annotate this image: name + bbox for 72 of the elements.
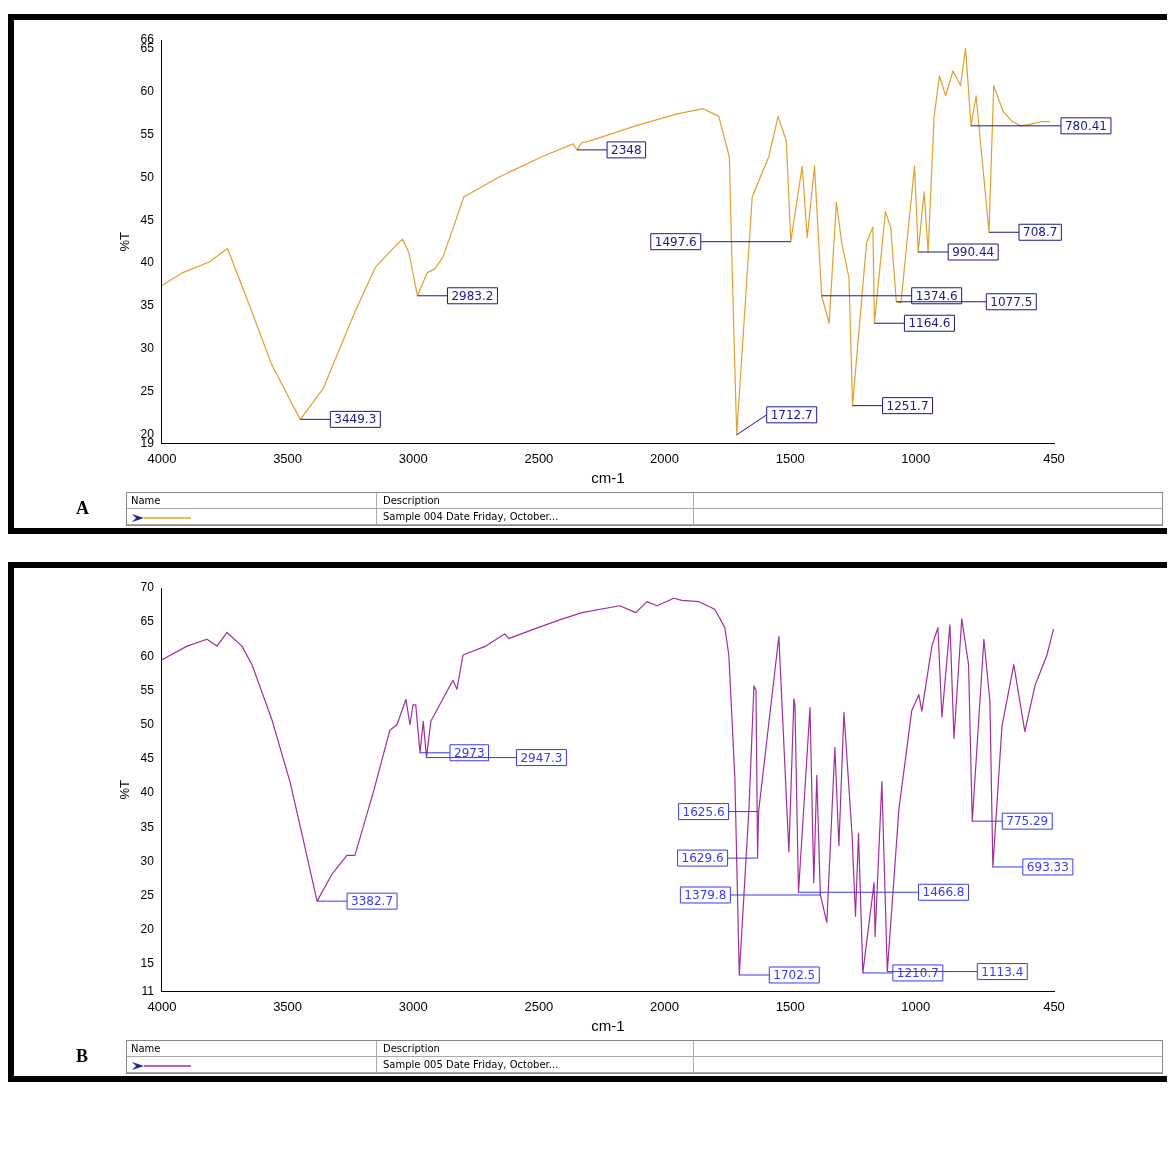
x-tick-label: 3500	[273, 998, 303, 1014]
x-tick-label: 2500	[524, 450, 554, 466]
y-tick-label: 45	[140, 212, 155, 227]
annotation: 1251.7	[886, 398, 929, 413]
annotation: 1629.6	[681, 851, 724, 866]
annotation: 2947.3	[520, 750, 563, 765]
y-tick-label: 25	[140, 887, 155, 902]
annotation: 1702.5	[773, 968, 816, 983]
annotation: 2348	[611, 142, 642, 157]
annotation: 1466.8	[922, 885, 965, 900]
x-tick-label: 450	[1043, 998, 1065, 1014]
y-tick-label: 40	[140, 255, 155, 270]
x-axis-title: cm-1	[591, 1017, 625, 1035]
annotation: 1497.6	[654, 234, 697, 249]
y-tick-label: 60	[140, 83, 155, 98]
annotation: 780.41	[1064, 118, 1107, 133]
x-tick-label: 3000	[398, 998, 428, 1014]
annotation: 1374.6	[915, 288, 958, 303]
x-tick-label: 1000	[901, 998, 931, 1014]
y-tick-label: 35	[140, 819, 155, 834]
x-tick-label: 450	[1043, 450, 1065, 466]
annotation: 1164.6	[908, 316, 951, 331]
y-tick-label: 60	[140, 648, 155, 663]
annotation: 1712.7	[770, 407, 813, 422]
y-tick-label: 40	[140, 785, 155, 800]
y-tick-label: 50	[140, 169, 155, 184]
y-axis-title: %T	[117, 231, 133, 252]
annotation: 3382.7	[351, 894, 394, 909]
annotation: 1113.4	[981, 964, 1024, 979]
y-tick-label: 30	[140, 341, 155, 356]
y-tick-label: 50	[140, 717, 155, 732]
y-tick-label: 15	[140, 956, 155, 971]
y-tick-label: 20	[140, 922, 155, 937]
annotation: 2973	[454, 745, 485, 760]
y-tick-label: 55	[140, 126, 155, 141]
annotation: 2983.2	[451, 288, 494, 303]
x-tick-label: 1500	[775, 450, 805, 466]
text: Name	[127, 1041, 377, 1056]
y-tick-label: 65	[140, 614, 155, 629]
text: Sample 005 Date Friday, October...	[377, 1057, 694, 1072]
text: B	[76, 1046, 89, 1067]
annotation: 1379.8	[684, 888, 727, 903]
x-axis-title: cm-1	[591, 469, 625, 487]
y-tick-label: 70	[140, 580, 155, 595]
annotation: 1625.6	[682, 804, 725, 819]
y-tick-label: 35	[140, 298, 155, 313]
x-tick-label: 2000	[650, 450, 679, 466]
annotation: 990.44	[952, 245, 995, 260]
y-tick-label: 11	[141, 983, 155, 998]
y-axis-title: %T	[117, 779, 133, 800]
annotation: 1077.5	[990, 294, 1033, 309]
x-tick-label: 1000	[901, 450, 931, 466]
x-tick-label: 4000	[147, 450, 177, 466]
y-tick-label: 55	[140, 682, 155, 697]
y-tick-label: 45	[140, 751, 155, 766]
text: Name	[127, 493, 377, 508]
x-tick-label: 1500	[775, 998, 805, 1014]
text: Description	[377, 1041, 694, 1056]
y-tick-label: 30	[140, 853, 155, 868]
text: Sample 004 Date Friday, October...	[377, 509, 694, 524]
y-tick-label: 25	[140, 384, 155, 399]
annotation: 708.7	[1022, 225, 1058, 240]
x-tick-label: 3500	[273, 450, 303, 466]
x-tick-label: 3000	[398, 450, 428, 466]
x-tick-label: 2500	[524, 998, 554, 1014]
text: A	[76, 498, 89, 519]
text: Description	[377, 493, 694, 508]
annotation: 775.29	[1006, 814, 1049, 829]
annotation: 3449.3	[334, 412, 377, 427]
x-tick-label: 4000	[147, 998, 177, 1014]
x-tick-label: 2000	[650, 998, 679, 1014]
annotation: 693.33	[1026, 860, 1069, 875]
